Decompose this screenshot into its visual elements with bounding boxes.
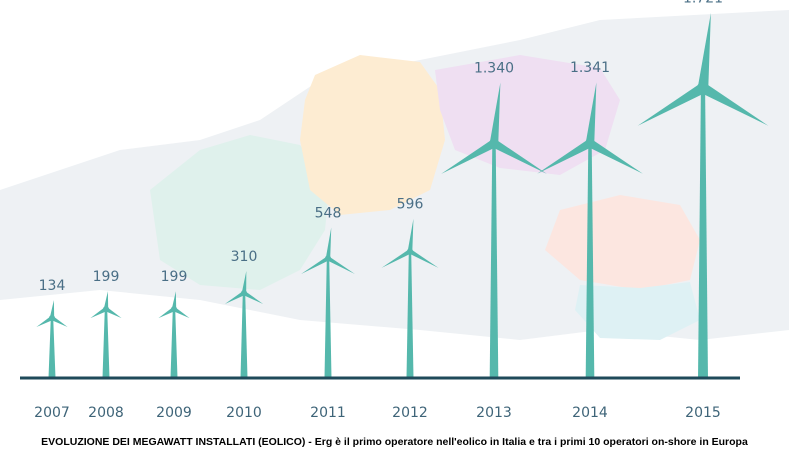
year-label: 2009 <box>156 405 192 421</box>
turbine-tower <box>170 309 178 378</box>
map-romania <box>545 195 700 290</box>
turbine-blade <box>587 139 643 174</box>
turbine-2014 <box>537 82 643 378</box>
x-tick-labels: 2007 2008 2009 2010 2011 2012 2013 2014 2015 <box>34 405 721 421</box>
turbine-blade <box>408 249 439 268</box>
turbine-blade <box>242 291 264 305</box>
turbine-blade <box>637 83 706 126</box>
year-label: 2010 <box>226 405 262 421</box>
turbine-blade <box>381 249 412 268</box>
turbine-blade <box>171 291 177 310</box>
turbine-2008 <box>90 291 122 378</box>
turbine-blade <box>441 139 497 174</box>
turbine-hub <box>696 81 710 95</box>
turbine-hub <box>489 138 499 149</box>
value-label: 548 <box>315 205 342 221</box>
turbine-tower <box>102 309 110 378</box>
data-labels: 134 199 199 310 548 596 1.340 1.341 1.721 <box>39 0 723 294</box>
chart-marks <box>36 13 769 378</box>
value-label: 310 <box>231 249 258 265</box>
turbine-hub <box>49 315 55 321</box>
turbine-blade <box>489 82 501 144</box>
turbine-2012 <box>381 218 439 378</box>
turbine-blade <box>90 307 108 319</box>
turbine-tower <box>489 143 499 378</box>
turbine-tower <box>698 88 708 378</box>
map-france <box>150 135 330 290</box>
year-label: 2011 <box>310 405 346 421</box>
turbine-blade <box>36 316 54 327</box>
value-label: 134 <box>39 278 66 294</box>
turbine-blade <box>585 82 597 144</box>
turbine-2007 <box>36 300 68 378</box>
year-label: 2014 <box>572 405 608 421</box>
turbine-blade <box>537 139 593 174</box>
turbine-2010 <box>224 270 264 378</box>
turbine-blade <box>50 316 68 327</box>
value-label: 1.340 <box>474 60 514 76</box>
turbine-blade <box>326 256 355 274</box>
turbine-hub <box>171 306 177 313</box>
year-label: 2012 <box>392 405 428 421</box>
turbine-hub <box>407 248 413 255</box>
map-germany <box>300 55 445 215</box>
turbine-blade <box>172 307 190 319</box>
value-label: 1.341 <box>570 60 610 76</box>
turbine-2011 <box>301 227 355 378</box>
turbine-blade <box>700 83 769 126</box>
turbine-blade <box>49 300 55 319</box>
turbine-blade <box>697 13 711 89</box>
turbine-hub <box>585 138 595 149</box>
turbine-blade <box>407 218 414 252</box>
turbine-blade <box>241 270 247 294</box>
turbine-tower <box>48 318 56 378</box>
map-bulgaria <box>575 282 700 340</box>
turbine-hub <box>103 306 109 313</box>
turbine-blade <box>104 307 122 319</box>
turbine-2013 <box>441 82 547 378</box>
year-label: 2008 <box>88 405 124 421</box>
turbine-blade <box>325 227 332 259</box>
turbine-2009 <box>158 291 190 378</box>
map-poland <box>435 55 620 175</box>
turbine-blade <box>301 256 330 274</box>
value-label: 199 <box>161 269 188 285</box>
year-label: 2007 <box>34 405 70 421</box>
year-label: 2015 <box>685 405 721 421</box>
turbine-tower <box>585 143 595 378</box>
turbine-blade <box>158 307 176 319</box>
turbine-tower <box>240 292 248 378</box>
figure-caption: EVOLUZIONE DEI MEGAWATT INSTALLATI (EOLI… <box>41 436 748 448</box>
turbine-blade <box>491 139 547 174</box>
turbine-tower <box>324 258 332 378</box>
turbine-hub <box>241 289 247 296</box>
turbine-blade <box>103 291 109 310</box>
turbine-2015 <box>637 13 769 378</box>
turbine-blade <box>224 291 246 305</box>
value-label: 596 <box>397 197 424 213</box>
turbine-tower <box>406 251 414 378</box>
year-label: 2013 <box>476 405 512 421</box>
turbine-hub <box>325 255 331 262</box>
europe-map-background <box>0 10 789 340</box>
value-label: 199 <box>93 269 120 285</box>
value-label: 1.721 <box>683 0 723 7</box>
